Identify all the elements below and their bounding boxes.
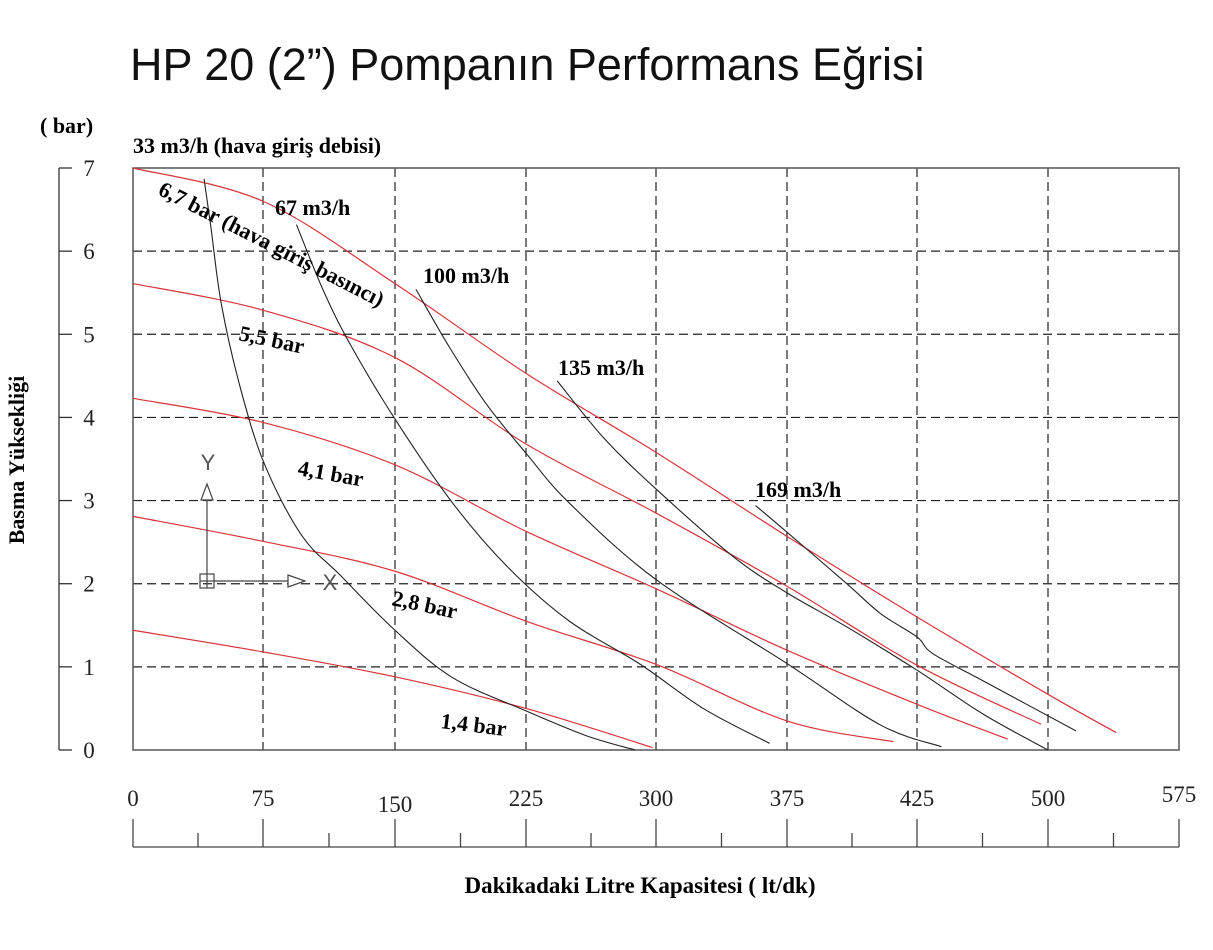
y-tick-label: 4 <box>83 405 95 430</box>
y-axis-label: Basma Yüksekliği <box>4 376 29 545</box>
x-tick-label: 0 <box>127 786 139 811</box>
y-tick-label: 1 <box>83 655 95 680</box>
airflow-curve-135 <box>556 380 1049 751</box>
series-label-6-7-bar: 6,7 bar (hava giriş basıncı) <box>155 176 389 312</box>
series-label-5-5-bar: 5,5 bar <box>237 320 307 358</box>
airflow-curve-100 <box>415 289 942 748</box>
plot-frame <box>132 167 1180 751</box>
ucs-y-letter: Y <box>201 450 216 475</box>
x-tick-label: 425 <box>900 786 935 811</box>
ucs-axis-icon <box>199 482 307 589</box>
y-tick-label: 2 <box>83 572 95 597</box>
y-tick-label: 3 <box>83 489 95 514</box>
x-axis-label: Dakikadaki Litre Kapasitesi ( lt/dk) <box>464 873 815 898</box>
x-tick-label: 375 <box>770 786 805 811</box>
curves <box>132 167 1117 751</box>
pressure-curve-1-4 <box>132 629 653 749</box>
y-tick-label: 7 <box>83 156 95 181</box>
series-label-169-m3h: 169 m3/h <box>755 477 841 502</box>
pressure-curve-4-1 <box>132 397 1009 740</box>
air-flow-header: 33 m3/h (hava giriş debisi) <box>133 133 381 158</box>
y-tick-label: 0 <box>83 738 95 763</box>
airflow-curve-33 <box>203 178 636 751</box>
x-tick-label: 150 <box>378 792 413 817</box>
x-tick-label: 500 <box>1031 786 1066 811</box>
y-tick-label: 5 <box>83 322 95 347</box>
y-unit-label: ( bar) <box>40 113 93 138</box>
pressure-curve-6-7 <box>132 167 1117 734</box>
x-axis-ruler: 0 75 150 225 300 375 425 500 575 <box>127 782 1197 848</box>
x-tick-label: 75 <box>252 786 275 811</box>
x-tick-label: 300 <box>639 786 674 811</box>
y-tick-label: 6 <box>83 239 95 264</box>
series-label-1-4-bar: 1,4 bar <box>439 708 508 741</box>
series-label-135-m3h: 135 m3/h <box>558 355 644 380</box>
series-label-100-m3h: 100 m3/h <box>423 263 509 288</box>
y-axis: 0 1 2 3 4 5 6 7 <box>58 156 95 763</box>
x-tick-label: 575 <box>1162 782 1197 807</box>
pressure-curve-2-8 <box>132 515 894 743</box>
x-tick-label: 225 <box>509 786 544 811</box>
grid <box>133 168 1179 750</box>
pressure-curve-5-5 <box>132 282 1042 725</box>
airflow-curve-169 <box>755 505 1077 732</box>
ucs-x-letter: X <box>323 570 338 595</box>
series-label-4-1-bar: 4,1 bar <box>296 455 366 491</box>
series-label-67-m3h: 67 m3/h <box>275 195 350 220</box>
airflow-curve-67 <box>295 224 770 744</box>
chart-title: HP 20 (2”) Pompanın Performans Eğrisi <box>130 39 925 90</box>
